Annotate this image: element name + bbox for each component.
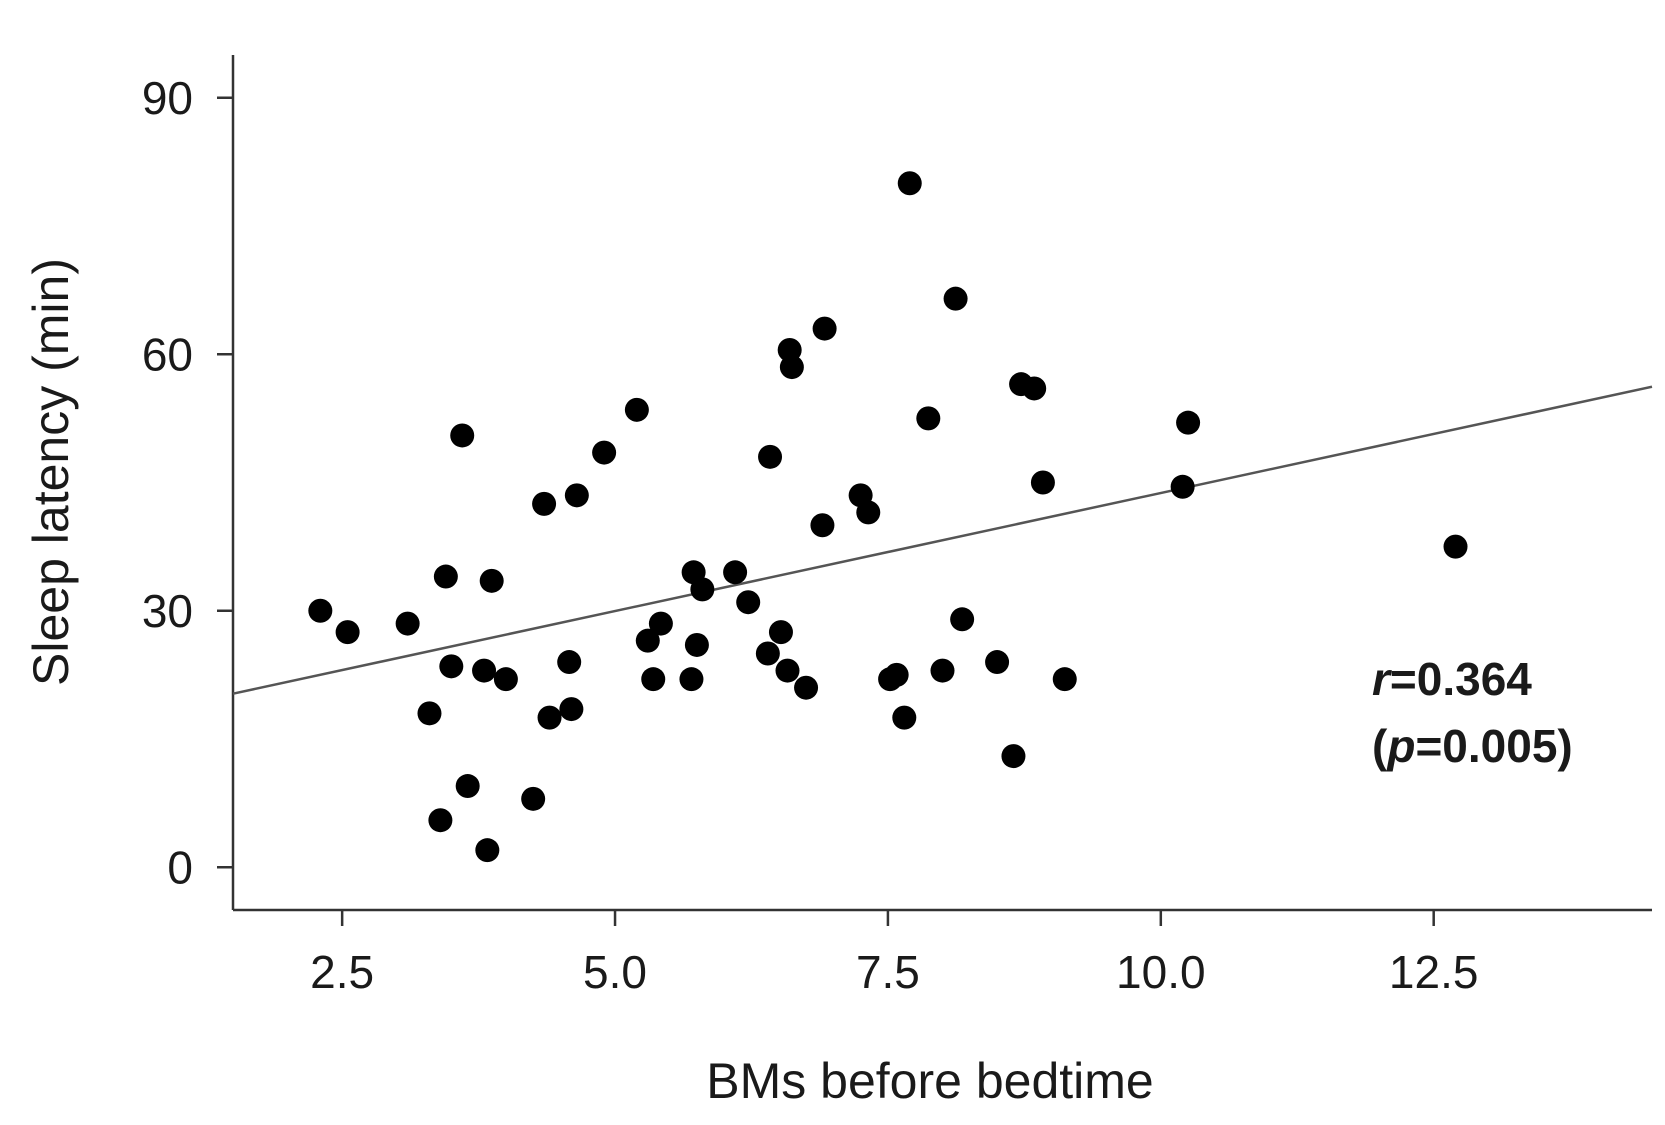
y-tick-label: 90 [142,72,193,124]
x-ticks: 2.5 5.0 7.5 10.0 12.5 [310,910,1478,998]
data-point [810,513,835,538]
correlation-annotation: r=0.364 [1372,653,1532,705]
x-tick-label: 10.0 [1116,946,1206,998]
x-axis-title: BMs before bedtime [706,1053,1153,1109]
data-point [812,316,837,341]
data-point [537,705,562,730]
data-point [1170,474,1195,499]
data-point [690,577,715,602]
data-point [559,697,584,722]
data-point [897,171,922,196]
data-point [779,355,804,380]
data-point [439,654,464,679]
data-point [648,611,673,636]
data-point [1443,534,1468,559]
data-point [428,808,453,833]
data-point [930,658,955,683]
data-point [395,611,420,636]
data-point [635,628,660,653]
p-symbol: p [1385,720,1415,772]
data-point [985,650,1010,675]
x-tick-label: 5.0 [583,946,647,998]
data-point [794,675,819,700]
data-point [775,658,800,683]
data-point [884,662,909,687]
p-open-paren: ( [1372,720,1388,772]
data-point [472,658,497,683]
data-point [1030,470,1055,495]
data-point [950,607,975,632]
trend-line [232,385,1653,695]
y-tick-label: 0 [167,841,193,893]
x-tick-label: 7.5 [856,946,920,998]
data-point [450,423,475,448]
r-value: =0.364 [1390,653,1532,705]
data-point [308,598,333,623]
data-point [624,397,649,422]
data-point [417,701,442,726]
data-points [308,171,1468,863]
data-point [758,444,783,469]
y-tick-label: 60 [142,328,193,380]
data-point [433,564,458,589]
data-point [684,632,709,657]
data-point [856,500,881,525]
data-point [736,590,761,615]
data-point [723,560,748,585]
data-point [1001,744,1026,769]
data-point [455,774,480,799]
data-point [916,406,941,431]
data-point [679,667,704,692]
y-ticks: 0 30 60 90 [142,72,233,893]
data-point [493,667,518,692]
data-point [1052,667,1077,692]
r-symbol: r [1372,653,1392,705]
data-point [479,568,504,593]
data-point [592,440,617,465]
data-point [532,491,557,516]
p-value-annotation: (p=0.005) [1372,720,1573,772]
data-point [475,838,500,863]
y-axis-title: Sleep latency (min) [23,258,79,686]
data-point [943,286,968,311]
data-point [557,650,582,675]
p-value: =0.005) [1415,720,1572,772]
data-point [564,483,589,508]
data-point [335,620,360,645]
data-point [768,620,793,645]
data-point [892,705,917,730]
data-point [1022,376,1047,401]
data-point [521,786,546,811]
data-point [755,641,780,666]
axes [231,55,1652,912]
x-tick-label: 12.5 [1389,946,1479,998]
x-tick-label: 2.5 [310,946,374,998]
data-point [1176,410,1201,435]
data-point [641,667,666,692]
y-tick-label: 30 [142,585,193,637]
